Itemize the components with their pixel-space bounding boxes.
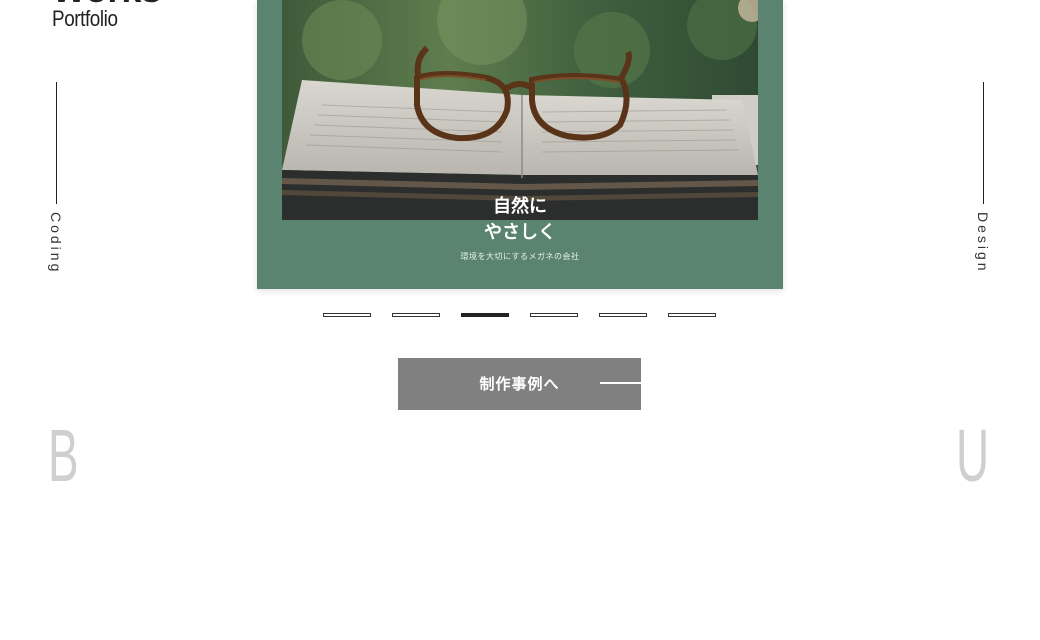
slide-catch-subtext: 環境を大切にするメガネの会社	[460, 252, 580, 261]
slide-catch-line-2: やさしく	[484, 222, 556, 243]
slide-photo-glasses-on-book	[282, 0, 758, 220]
slide-catch-line-1: 自然に	[493, 196, 547, 217]
decorative-letter-right: U	[956, 414, 990, 497]
slider-dot-1[interactable]	[323, 313, 371, 317]
portfolio-slide-card[interactable]: 自然に やさしく 環境を大切にするメガネの会社	[257, 0, 783, 289]
slider-dot-6[interactable]	[668, 313, 716, 317]
section-heading-large: Works	[52, 0, 161, 6]
right-side-label: Design	[975, 212, 991, 274]
slider-dot-4[interactable]	[530, 313, 578, 317]
slider-dot-2[interactable]	[392, 313, 440, 317]
section-heading: Works Portfolio	[52, 0, 161, 32]
left-side-label: Coding	[48, 212, 64, 275]
right-side-line	[983, 82, 984, 204]
arrow-line-icon	[600, 382, 641, 384]
portfolio-link-button[interactable]: 制作事例へ	[398, 358, 641, 410]
portfolio-link-label: 制作事例へ	[479, 375, 560, 393]
decorative-letter-left: B	[48, 414, 79, 497]
slider-dot-5[interactable]	[599, 313, 647, 317]
section-subtitle: Portfolio	[52, 6, 118, 31]
slider-dot-3[interactable]	[461, 313, 509, 317]
left-side-line	[56, 82, 57, 204]
